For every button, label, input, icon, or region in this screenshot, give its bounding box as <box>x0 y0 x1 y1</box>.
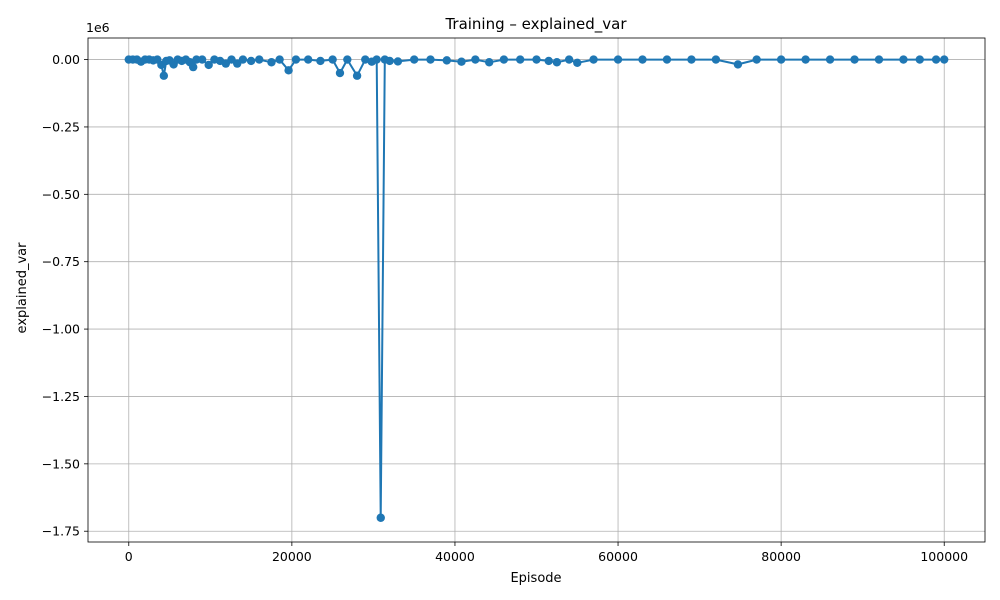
chart-title: Training – explained_var <box>444 15 627 34</box>
data-point <box>316 56 325 66</box>
data-point <box>733 60 743 69</box>
y-tick-label: −1.25 <box>42 389 80 404</box>
data-point <box>457 57 466 66</box>
data-point <box>776 55 786 64</box>
data-point <box>801 55 810 64</box>
y-tick-label: −0.25 <box>42 119 80 134</box>
data-point <box>940 55 949 64</box>
data-point <box>544 56 553 66</box>
y-tick-label: −0.50 <box>42 187 80 202</box>
data-point <box>426 55 435 64</box>
data-point <box>532 55 541 64</box>
data-point <box>874 55 884 64</box>
series-layer <box>124 55 949 522</box>
data-point <box>662 55 672 64</box>
data-point <box>361 55 370 64</box>
data-point <box>552 58 562 67</box>
y-tick-label: 0.00 <box>52 52 80 67</box>
data-point <box>589 55 598 64</box>
data-point <box>275 55 284 64</box>
data-point <box>188 62 198 72</box>
x-tick-label: 20000 <box>272 549 312 564</box>
y-axis-title: explained_var <box>15 242 30 334</box>
data-point <box>499 55 509 64</box>
x-tick-label: 0 <box>125 549 133 564</box>
data-point <box>352 71 362 80</box>
data-point <box>335 68 345 78</box>
x-tick-label: 40000 <box>435 549 475 564</box>
data-point <box>238 55 248 64</box>
data-point <box>246 56 256 66</box>
axes-frame <box>87 37 986 543</box>
data-point <box>303 55 313 64</box>
data-point <box>159 71 169 80</box>
grid-layer <box>88 38 985 542</box>
y-offset-label: 1e6 <box>86 20 110 35</box>
data-point <box>931 55 941 64</box>
data-point <box>284 66 293 75</box>
data-point <box>267 58 276 67</box>
x-tick-label: 60000 <box>598 549 638 564</box>
y-tick-label: −1.75 <box>42 524 80 539</box>
data-point <box>385 56 394 66</box>
data-point <box>613 55 623 64</box>
y-tick-label: −1.00 <box>42 322 80 337</box>
data-point <box>825 55 835 64</box>
data-point <box>255 55 264 64</box>
axes-layer: 0 20000 40000 60000 80000 100000 0.00 −0.25 −0.5… <box>42 37 986 564</box>
data-point <box>573 58 582 67</box>
x-tick-label: 80000 <box>761 549 801 564</box>
data-point <box>442 56 451 65</box>
data-point <box>372 55 381 64</box>
data-point <box>752 55 761 64</box>
data-point <box>915 55 924 64</box>
data-point <box>515 55 525 64</box>
x-axis-title: Episode <box>510 571 561 586</box>
data-point <box>328 55 337 64</box>
data-point <box>638 55 647 64</box>
data-point <box>564 55 574 64</box>
y-tick-label: −0.75 <box>42 254 80 269</box>
data-point <box>471 55 480 64</box>
data-point <box>409 55 419 64</box>
data-point <box>376 513 385 522</box>
data-point <box>197 55 207 64</box>
data-point <box>393 57 403 66</box>
data-point <box>343 55 352 64</box>
data-point <box>485 58 494 67</box>
data-point <box>687 55 696 64</box>
data-point <box>291 55 301 64</box>
y-tick-label: −1.50 <box>42 456 80 471</box>
data-point <box>204 60 213 70</box>
data-point <box>850 55 859 64</box>
x-tick-label: 100000 <box>920 549 968 564</box>
data-point <box>899 55 908 64</box>
data-point <box>711 55 721 64</box>
